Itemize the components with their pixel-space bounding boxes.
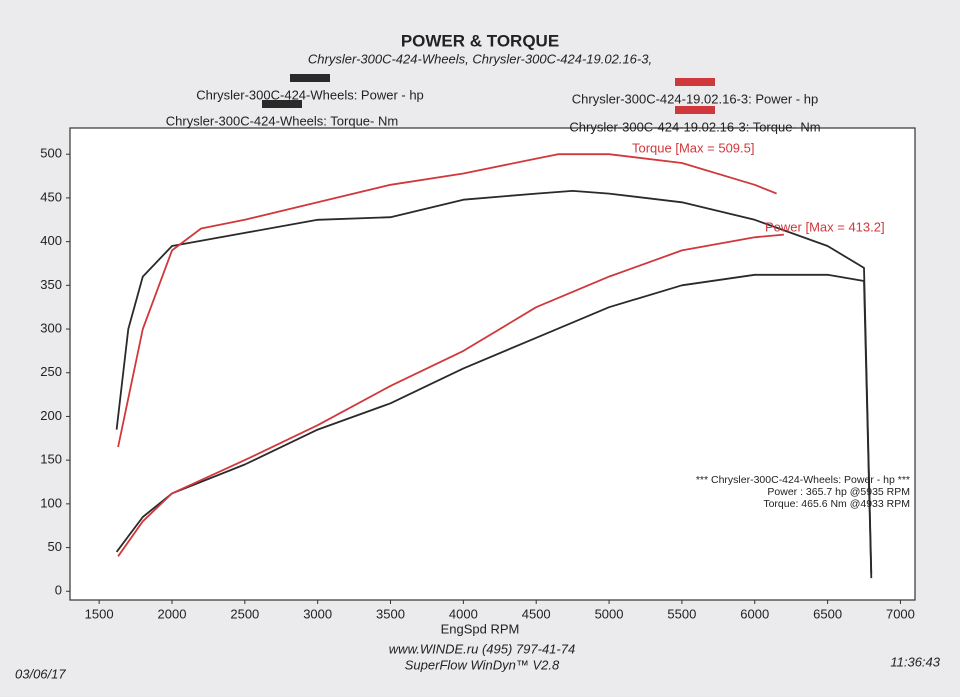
x-tick-label: 3500 [376,606,405,621]
y-tick-label: 350 [40,277,62,292]
x-tick-label: 6000 [740,606,769,621]
x-tick-label: 5500 [667,606,696,621]
chart-title: POWER & TORQUE [401,31,559,50]
legend-swatch [675,106,715,114]
y-tick-label: 400 [40,233,62,248]
y-tick-label: 0 [55,583,62,598]
y-tick-label: 200 [40,408,62,423]
x-tick-label: 1500 [85,606,114,621]
legend-label: Chrysler-300C-424-19.02.16-3: Torque- Nm [569,119,820,134]
x-tick-label: 2000 [158,606,187,621]
y-tick-label: 500 [40,146,62,161]
time: 11:36:43 [890,654,940,669]
legend-label: Chrysler-300C-424-19.02.16-3: Power - hp [572,91,818,106]
legend-label: Chrysler-300C-424-Wheels: Power - hp [196,87,424,102]
annotation: Torque [Max = 509.5] [632,140,755,155]
plot-frame [69,127,916,601]
x-tick-label: 7000 [886,606,915,621]
x-tick-label: 5000 [595,606,624,621]
series-line [117,233,784,557]
y-tick-label: 450 [40,189,62,204]
legend-swatch [262,100,302,108]
legend-swatch [675,78,715,86]
y-tick-label: 150 [40,452,62,467]
y-tick-label: 50 [48,539,62,554]
x-tick-label: 3000 [303,606,332,621]
y-tick-label: 100 [40,495,62,510]
y-tick-label: 250 [40,364,62,379]
y-tick-label: 300 [40,320,62,335]
x-axis-label: EngSpd RPM [441,621,520,636]
annotation: Power [Max = 413.2] [765,219,885,234]
legend-swatch [290,74,330,82]
series-line [117,153,777,448]
info-line: *** Chrysler-300C-424-Wheels: Power - hp… [696,474,910,486]
footer-line: www.WINDE.ru (495) 797-41-74 [389,641,575,656]
date: 03/06/17 [15,666,66,681]
series-line [115,190,873,574]
subtitle: Chrysler-300C-424-Wheels, Chrysler-300C-… [308,51,652,66]
x-tick-label: 4500 [522,606,551,621]
info-line: Torque: 465.6 Nm @4933 RPM [763,498,910,510]
x-tick-label: 4000 [449,606,478,621]
footer-line: SuperFlow WinDyn™ V2.8 [405,657,560,672]
x-tick-label: 2500 [230,606,259,621]
x-tick-label: 6500 [813,606,842,621]
legend-label: Chrysler-300C-424-Wheels: Torque- Nm [166,113,398,128]
info-line: Power : 365.7 hp @5935 RPM [767,486,910,498]
